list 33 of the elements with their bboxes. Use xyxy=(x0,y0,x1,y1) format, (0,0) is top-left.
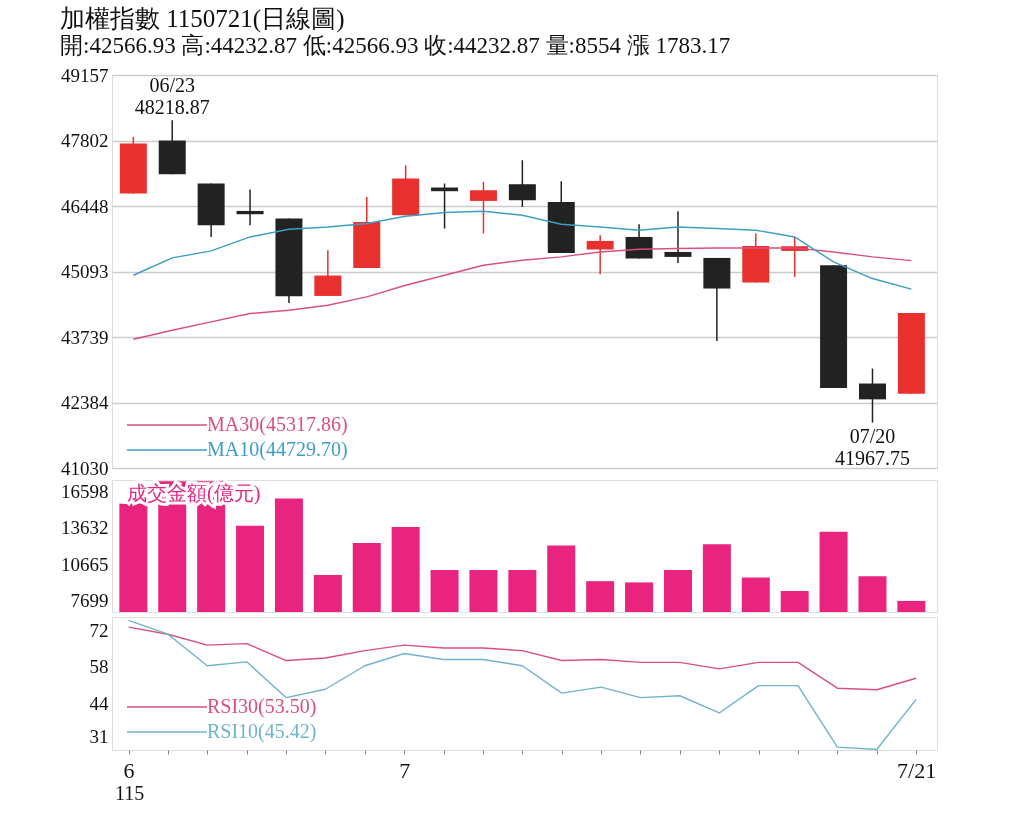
annotation: 06/23 48218.87 xyxy=(134,74,210,119)
x-tick-label: 7/21 xyxy=(897,757,937,783)
chart-subtitle: 開:42566.93 高:44232.87 低:42566.93 收:44232.87 量:8554 漲 1783.17 xyxy=(60,32,731,58)
legend-label: MA30(45317.86) xyxy=(207,413,348,436)
y-tick-label: 43739 xyxy=(61,326,109,348)
candlestick xyxy=(236,188,264,226)
text: 115 xyxy=(115,782,145,804)
y-tick-label: 31 xyxy=(89,726,109,748)
y-tick-label: 72 xyxy=(89,619,109,641)
y-tick-label: 42384 xyxy=(61,392,109,414)
legend-label: RSI10(45.42) xyxy=(207,720,317,743)
candlestick xyxy=(664,210,692,264)
y-tick-label: 13632 xyxy=(61,517,109,539)
y-tick-label: 16598 xyxy=(61,480,109,502)
x-tick-label: 7 xyxy=(399,757,411,783)
y-tick-label: 58 xyxy=(89,656,109,678)
y-tick-label: 49157 xyxy=(61,64,109,86)
annotation: 07/20 41967.75 xyxy=(834,424,910,469)
y-tick-label: 46448 xyxy=(61,195,109,217)
line-series xyxy=(127,619,917,751)
y-tick-label: 45093 xyxy=(61,261,109,283)
x-tick-label: 6 xyxy=(123,757,135,783)
y-tick-label: 41030 xyxy=(61,457,109,479)
y-tick-label: 7699 xyxy=(70,590,109,612)
line-series xyxy=(127,626,917,691)
y-tick-label: 47802 xyxy=(61,130,109,152)
y-tick-label: 10665 xyxy=(61,553,109,575)
line-series xyxy=(132,247,913,340)
y-tick-label: 44 xyxy=(89,692,109,714)
line-series xyxy=(132,210,913,290)
chart-title: 加權指數 1150721(日線圖) xyxy=(60,4,345,33)
legend-label: RSI30(53.50) xyxy=(207,695,317,718)
legend-label: MA10(44729.70) xyxy=(207,438,348,461)
